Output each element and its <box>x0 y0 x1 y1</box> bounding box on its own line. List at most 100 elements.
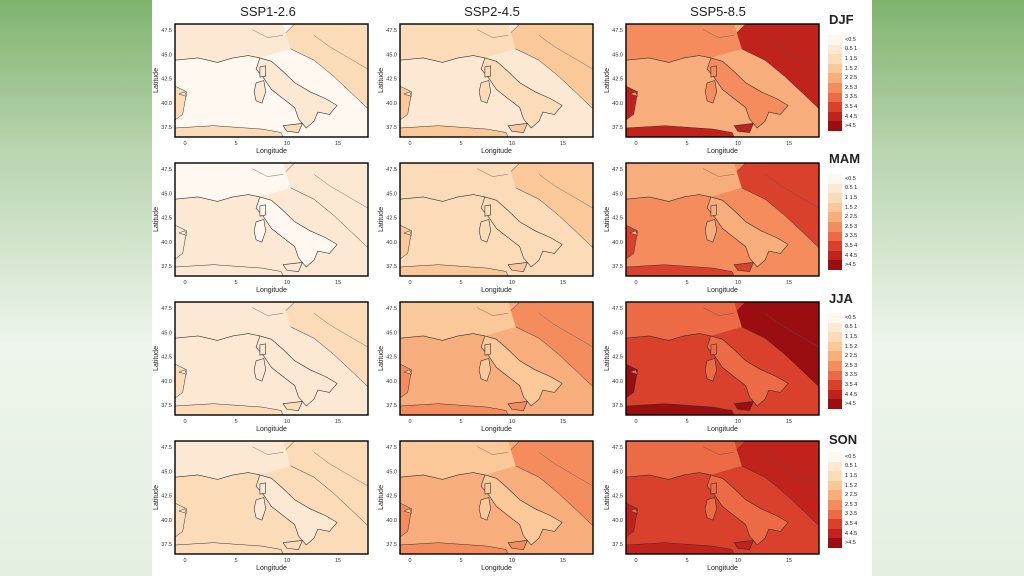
legend-swatch <box>828 341 842 352</box>
legend-item: 3 3.5 <box>828 509 876 520</box>
legend-swatch <box>828 102 842 112</box>
x-tick-label: 5 <box>234 558 237 564</box>
y-tick-label: 40.0 <box>612 518 623 524</box>
y-tick-label: 45.0 <box>161 52 172 58</box>
y-tick-label: 47.5 <box>161 167 172 173</box>
legend-swatch <box>828 202 842 213</box>
map-panel-djf-1: 37.5 40.0 42.5 45.0 47.5 0 5 10 15 Longitude Latit… <box>378 23 594 155</box>
legend-swatch <box>828 351 842 361</box>
legend-label: 4 4.5 <box>845 530 858 537</box>
x-tick-label: 5 <box>234 280 237 286</box>
legend-item: 3.5 4 <box>828 102 876 112</box>
legend-item: 1.5 2 <box>828 202 876 213</box>
map-panel-djf-0: 37.5 40.0 42.5 45.0 47.5 0 5 10 15 Longitude Latit… <box>153 23 369 155</box>
y-tick-label: 47.5 <box>386 28 397 34</box>
x-tick-label: 15 <box>560 558 566 564</box>
x-tick-label: 0 <box>634 558 637 564</box>
x-tick-label: 10 <box>735 419 741 425</box>
y-tick-label: 40.0 <box>612 101 623 107</box>
y-tick-label: 45.0 <box>386 52 397 58</box>
legend-item: 4 4.5 <box>828 389 876 400</box>
y-tick-label: 37.5 <box>612 542 623 548</box>
legend-label: 1.5 2 <box>845 343 858 350</box>
map-panel-jja-2: 37.5 40.0 42.5 45.0 47.5 0 5 10 15 Longitude Latit… <box>604 301 820 433</box>
season-label-djf: DJF <box>829 12 854 27</box>
legend-label: <0.5 <box>845 314 856 321</box>
x-axis-label: Longitude <box>256 426 287 433</box>
y-axis-label: Latitude <box>153 485 160 510</box>
legend-label: 1 1.5 <box>845 194 858 201</box>
legend-son: <0.5 0.5 1 1 1.5 1.5 2 2 2.5 2.5 3 3 3.5 3.5 4 4… <box>828 452 876 548</box>
y-tick-label: 37.5 <box>161 125 172 131</box>
season-label-jja: JJA <box>829 291 853 306</box>
x-tick-label: 10 <box>284 280 290 286</box>
map-panel-mam-0: 37.5 40.0 42.5 45.0 47.5 0 5 10 15 Longitude Latit… <box>153 162 369 294</box>
x-axis-label: Longitude <box>481 565 512 572</box>
legend-label: 4 4.5 <box>845 391 858 398</box>
legend-item: 3.5 4 <box>828 380 876 390</box>
y-axis-label: Latitude <box>378 207 385 232</box>
legend-item: >4.5 <box>828 538 876 548</box>
y-tick-label: 45.0 <box>161 469 172 475</box>
legend-item: 0.5 1 <box>828 44 876 55</box>
x-tick-label: 0 <box>634 280 637 286</box>
y-tick-label: 37.5 <box>612 264 623 270</box>
legend-label: 0.5 1 <box>845 463 858 470</box>
legend-label: >4.5 <box>845 540 856 547</box>
legend-item: >4.5 <box>828 121 876 131</box>
legend-swatch <box>828 250 842 261</box>
y-tick-label: 42.5 <box>161 355 172 361</box>
legend-swatch <box>828 44 842 55</box>
legend-label: 1.5 2 <box>845 482 858 489</box>
x-tick-label: 15 <box>786 280 792 286</box>
y-tick-label: 42.5 <box>386 355 397 361</box>
y-axis-label: Latitude <box>153 68 160 93</box>
legend-swatch <box>828 92 842 103</box>
legend-label: <0.5 <box>845 36 856 43</box>
x-axis-label: Longitude <box>707 426 738 433</box>
legend-swatch <box>828 452 842 462</box>
legend-label: 3.5 4 <box>845 103 858 110</box>
legend-swatch <box>828 174 842 184</box>
x-tick-label: 5 <box>685 558 688 564</box>
legend-label: 3 3.5 <box>845 511 858 518</box>
x-tick-label: 15 <box>786 141 792 147</box>
y-tick-label: 45.0 <box>386 469 397 475</box>
x-tick-label: 5 <box>459 419 462 425</box>
y-tick-label: 37.5 <box>612 403 623 409</box>
x-tick-label: 5 <box>459 280 462 286</box>
y-axis-label: Latitude <box>153 346 160 371</box>
y-tick-label: 47.5 <box>161 445 172 451</box>
x-axis-label: Longitude <box>256 565 287 572</box>
legend-swatch <box>828 183 842 194</box>
y-tick-label: 42.5 <box>161 494 172 500</box>
x-tick-label: 0 <box>183 280 186 286</box>
background-right <box>872 0 1024 576</box>
legend-label: 1.5 2 <box>845 65 858 72</box>
y-tick-label: 37.5 <box>386 542 397 548</box>
x-tick-label: 5 <box>234 419 237 425</box>
legend-swatch <box>828 241 842 251</box>
x-tick-label: 0 <box>183 558 186 564</box>
y-tick-label: 45.0 <box>612 330 623 336</box>
legend-swatch <box>828 82 842 93</box>
y-tick-label: 42.5 <box>612 494 623 500</box>
legend-swatch <box>828 519 842 529</box>
legend-label: 1 1.5 <box>845 333 858 340</box>
y-tick-label: 37.5 <box>386 264 397 270</box>
y-tick-label: 45.0 <box>161 330 172 336</box>
y-tick-label: 42.5 <box>612 355 623 361</box>
legend-swatch <box>828 63 842 74</box>
y-tick-label: 37.5 <box>161 264 172 270</box>
legend-item: <0.5 <box>828 174 876 184</box>
legend-item: 1 1.5 <box>828 471 876 481</box>
x-tick-label: 5 <box>685 141 688 147</box>
legend-swatch <box>828 73 842 83</box>
legend-swatch <box>828 54 842 64</box>
y-tick-label: 37.5 <box>161 403 172 409</box>
x-axis-label: Longitude <box>481 148 512 155</box>
y-tick-label: 47.5 <box>386 306 397 312</box>
y-tick-label: 37.5 <box>161 542 172 548</box>
legend-jja: <0.5 0.5 1 1 1.5 1.5 2 2 2.5 2.5 3 3 3.5 3.5 4 4… <box>828 313 876 409</box>
season-label-son: SON <box>829 432 858 447</box>
